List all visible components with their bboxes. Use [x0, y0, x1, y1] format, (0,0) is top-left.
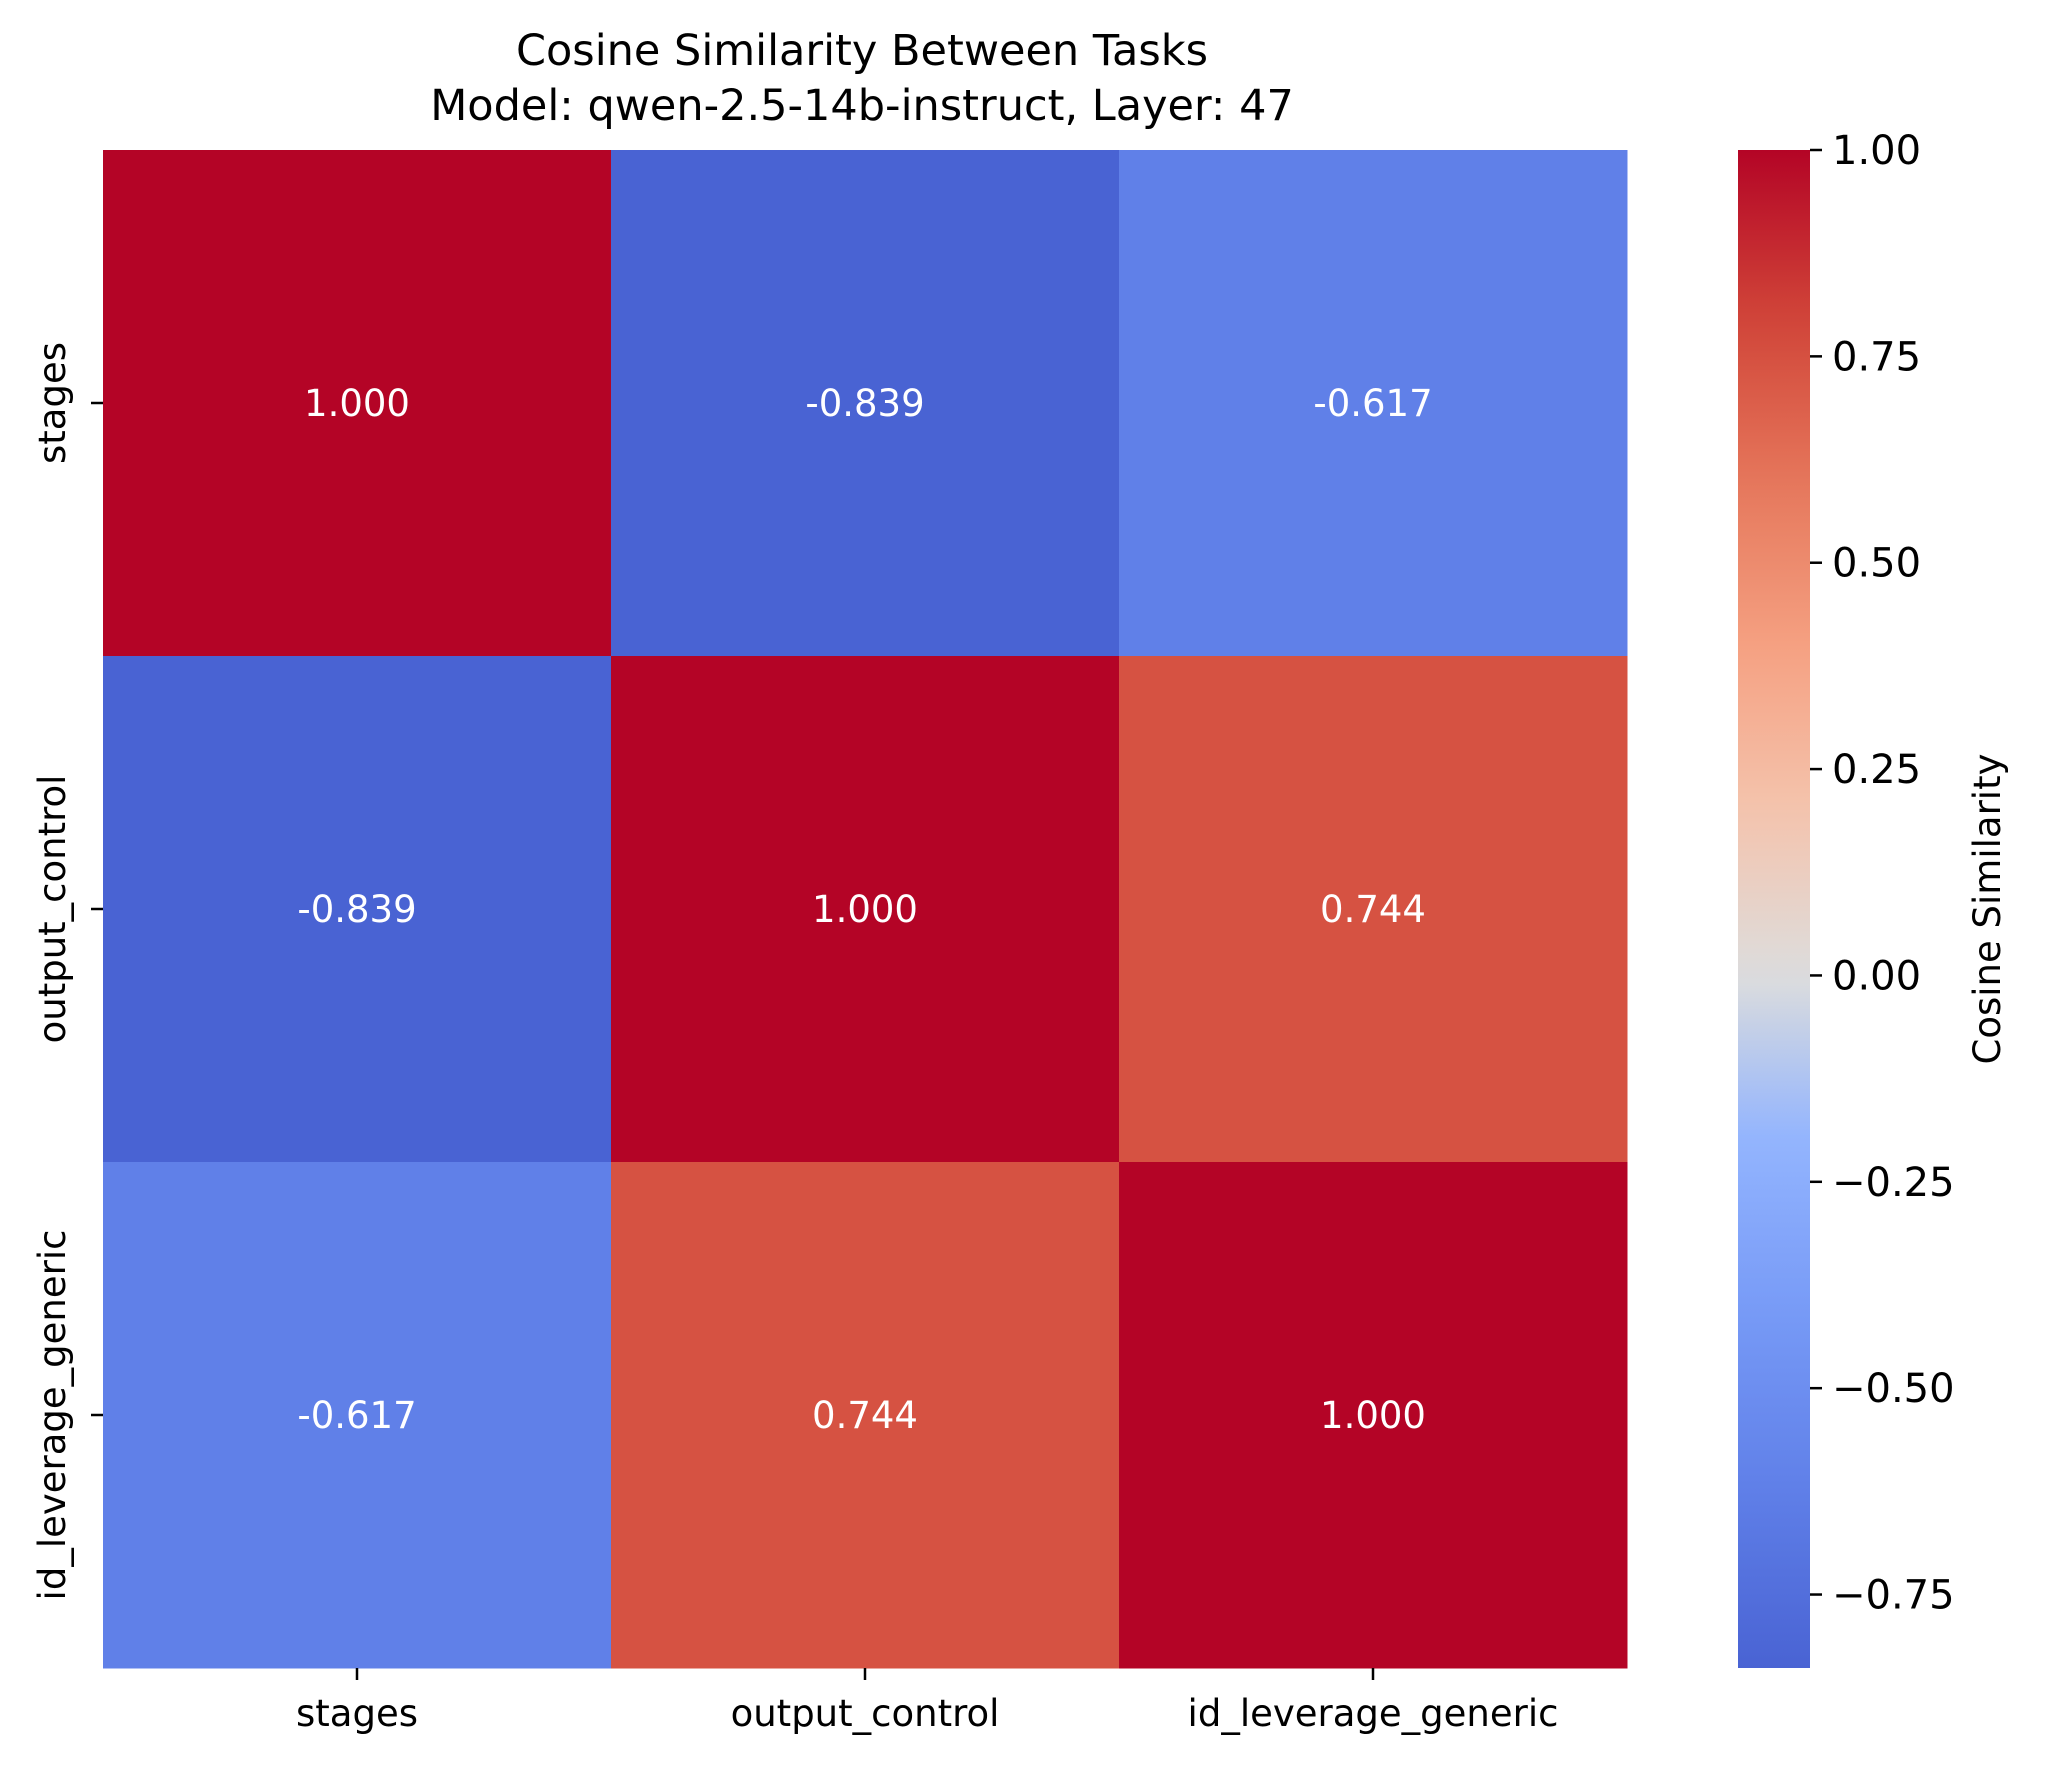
- chart-subtitle: Model: qwen-2.5-14b-instruct, Layer: 47: [430, 81, 1294, 131]
- heatmap-cell: [1119, 1162, 1628, 1669]
- colorbar-tick-label: 1.00: [1832, 128, 1921, 174]
- y-tick-label: output_control: [31, 775, 74, 1044]
- colorbar-tick-label: 0.75: [1832, 334, 1921, 380]
- heatmap-cell: [103, 150, 612, 657]
- colorbar-gradient: [1738, 150, 1810, 1668]
- cell-value-label: -0.839: [297, 888, 416, 931]
- cell-value-label: 1.000: [1320, 1394, 1426, 1437]
- heatmap-cell: [1119, 656, 1628, 1163]
- cell-value-label: 1.000: [812, 888, 918, 931]
- cell-value-label: 1.000: [304, 382, 410, 425]
- heatmap-cell: [611, 1162, 1120, 1669]
- colorbar-label: Cosine Similarity: [1966, 754, 2009, 1065]
- colorbar-tick-label: −0.25: [1832, 1160, 1955, 1206]
- heatmap-cell: [611, 150, 1120, 657]
- heatmap-cell: [611, 656, 1120, 1163]
- colorbar-tick-label: 0.25: [1832, 747, 1921, 793]
- colorbar-tick-label: −0.50: [1832, 1366, 1955, 1412]
- y-tick-label: id_leverage_generic: [31, 1230, 74, 1601]
- x-tick-label: output_control: [731, 1692, 1000, 1735]
- cell-value-label: -0.617: [297, 1394, 416, 1437]
- x-tick-label: id_leverage_generic: [1188, 1692, 1559, 1735]
- heatmap-cell: [103, 1162, 612, 1669]
- chart-title: Cosine Similarity Between Tasks: [516, 26, 1208, 76]
- colorbar-tick-label: −0.75: [1832, 1573, 1955, 1619]
- heatmap-cells: 1.000 -0.839 -0.617 -0.839 1.000 0.744 -0.617 0…: [103, 150, 1628, 1669]
- colorbar: 1.00 0.75 0.50 0.25 0.00 −0.25 −0.50 −0.75 Cosi…: [1738, 128, 2009, 1668]
- cell-value-label: -0.839: [805, 382, 924, 425]
- heatmap-cell: [1119, 150, 1628, 657]
- cell-value-label: -0.617: [1313, 382, 1432, 425]
- x-axis: stages output_control id_leverage_generic: [296, 1668, 1558, 1735]
- colorbar-tick-label: 0.00: [1832, 953, 1921, 999]
- colorbar-tick-label: 0.50: [1832, 541, 1921, 587]
- colorbar-ticks: 1.00 0.75 0.50 0.25 0.00 −0.25 −0.50 −0.75: [1810, 128, 1955, 1619]
- cell-value-label: 0.744: [1320, 888, 1426, 931]
- x-tick-label: stages: [296, 1692, 418, 1735]
- heatmap-cell: [103, 656, 612, 1163]
- y-axis: stages output_control id_leverage_generic: [31, 342, 103, 1600]
- y-tick-label: stages: [31, 342, 74, 464]
- cell-value-label: 0.744: [812, 1394, 918, 1437]
